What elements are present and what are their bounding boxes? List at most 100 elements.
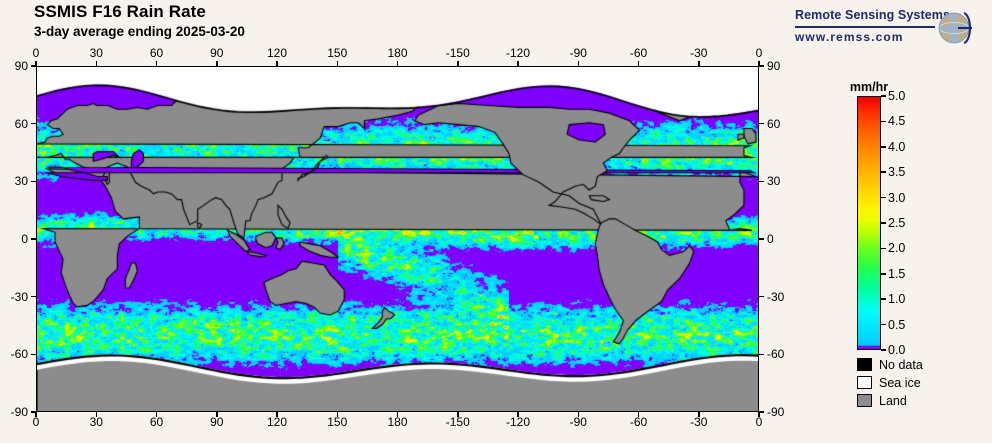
- lon-tick-mark: [758, 412, 760, 417]
- map-raster: [37, 67, 758, 411]
- lat-tick-mark: [31, 180, 36, 183]
- lon-tick-mark: [637, 61, 640, 66]
- page-title: SSMIS F16 Rain Rate: [34, 2, 206, 21]
- lon-tick-label: 0: [755, 46, 763, 60]
- legend-swatch: [857, 376, 872, 389]
- colorbar-tick-label: 3.0: [888, 190, 906, 205]
- lon-tick-mark: [216, 412, 218, 417]
- lat-tick-label: -60: [767, 347, 785, 362]
- lon-tick-label: -30: [690, 415, 708, 429]
- lon-tick-mark: [35, 412, 37, 417]
- lon-tick-mark: [155, 412, 158, 417]
- colorbar-tick-label: 2.5: [888, 216, 906, 230]
- lon-tick-label: 0: [32, 415, 40, 429]
- lon-tick-mark: [457, 412, 459, 417]
- lon-tick-mark: [698, 61, 700, 66]
- lon-tick-label: -120: [505, 46, 531, 60]
- lat-tick-mark: [31, 238, 36, 240]
- colorbar-tick-mark: [881, 349, 886, 351]
- colorbar-gradient: [857, 96, 881, 350]
- legend-item: Land: [857, 392, 923, 409]
- colorbar-tick-mark: [881, 273, 886, 275]
- logo-divider: [795, 26, 935, 28]
- lon-tick-label: -30: [690, 46, 708, 60]
- lat-tick-label: 30: [767, 174, 781, 189]
- lat-tick-mark: [759, 238, 764, 240]
- colorbar-tick-label: 0.0: [888, 343, 906, 357]
- legend-item: Sea ice: [857, 374, 923, 391]
- lon-tick-label: -60: [629, 46, 648, 60]
- lon-tick-label: -90: [569, 46, 587, 60]
- lon-tick-mark: [517, 61, 519, 66]
- colorbar-tick-label: 4.5: [888, 114, 906, 129]
- lon-tick-mark: [35, 61, 37, 66]
- lon-tick-label: 90: [210, 415, 224, 429]
- lon-tick-label: 90: [210, 46, 224, 60]
- globe-icon: [938, 12, 972, 44]
- lat-tick-label: -60: [10, 347, 28, 362]
- lon-tick-label: -90: [569, 415, 587, 429]
- lat-tick-label: 30: [14, 174, 28, 189]
- colorbar-tick-label: 1.5: [888, 266, 906, 281]
- page-subtitle: 3-day average ending 2025-03-20: [34, 24, 245, 39]
- lon-tick-mark: [396, 61, 399, 66]
- lat-tick-label: 0: [21, 232, 28, 246]
- colorbar-tick-mark: [881, 146, 886, 148]
- lat-tick-mark: [759, 295, 764, 298]
- lon-tick-mark: [517, 412, 519, 417]
- legend-label: Land: [879, 393, 907, 408]
- lon-tick-mark: [336, 412, 338, 417]
- lat-tick-mark: [31, 122, 36, 125]
- lat-tick-label: -30: [10, 289, 28, 304]
- lon-tick-label: 150: [327, 415, 348, 429]
- colorbar-tick-label: 4.0: [888, 139, 906, 154]
- legend-item: No data: [857, 356, 923, 373]
- rain-rate-map: [36, 66, 759, 412]
- lon-tick-label: 60: [149, 415, 164, 429]
- lon-tick-mark: [95, 412, 97, 417]
- lat-tick-mark: [31, 353, 36, 356]
- map-legend: No data Sea ice Land: [857, 356, 923, 410]
- lat-tick-label: 90: [14, 59, 28, 73]
- legend-swatch: [857, 394, 872, 407]
- colorbar-tick-label: 2.0: [888, 241, 906, 256]
- colorbar-tick-label: 1.0: [888, 292, 906, 307]
- lon-tick-label: 150: [327, 46, 348, 60]
- colorbar-tick-mark: [881, 120, 886, 123]
- lon-tick-label: 180: [387, 46, 408, 60]
- lon-tick-label: 30: [89, 46, 103, 60]
- lon-tick-label: -150: [445, 415, 470, 429]
- lon-tick-mark: [336, 61, 338, 66]
- lat-tick-mark: [31, 295, 36, 298]
- lon-tick-mark: [577, 412, 579, 417]
- remss-logo: Remote Sensing Systems www.remss.com: [795, 8, 980, 50]
- lat-tick-label: 90: [767, 59, 781, 73]
- colorbar-tick-mark: [881, 323, 886, 326]
- lon-tick-mark: [396, 412, 399, 417]
- lon-tick-label: 120: [266, 46, 288, 60]
- logo-url: www.remss.com: [795, 30, 904, 44]
- lat-tick-mark: [759, 353, 764, 356]
- lon-tick-label: -150: [445, 46, 470, 60]
- lon-tick-label: -60: [629, 415, 648, 429]
- lon-tick-label: 120: [266, 415, 288, 429]
- lat-tick-label: -30: [767, 289, 785, 304]
- lat-tick-label: 60: [767, 116, 781, 131]
- colorbar-units-label: mm/hr: [849, 80, 889, 94]
- lat-tick-mark: [759, 122, 764, 125]
- colorbar-tick-mark: [881, 95, 886, 97]
- lat-tick-mark: [759, 65, 764, 67]
- lat-tick-label: 60: [14, 116, 28, 131]
- lon-tick-label: 30: [89, 415, 103, 429]
- lon-tick-mark: [95, 61, 97, 66]
- colorbar-tick-label: 3.5: [888, 165, 906, 180]
- lon-tick-mark: [276, 412, 278, 417]
- lat-tick-label: -90: [767, 405, 785, 419]
- lat-tick-label: 0: [767, 232, 774, 246]
- lat-tick-mark: [31, 411, 36, 413]
- colorbar-tick-mark: [881, 247, 886, 250]
- lon-tick-mark: [758, 61, 760, 66]
- lon-tick-label: 180: [387, 415, 408, 429]
- lon-tick-mark: [155, 61, 158, 66]
